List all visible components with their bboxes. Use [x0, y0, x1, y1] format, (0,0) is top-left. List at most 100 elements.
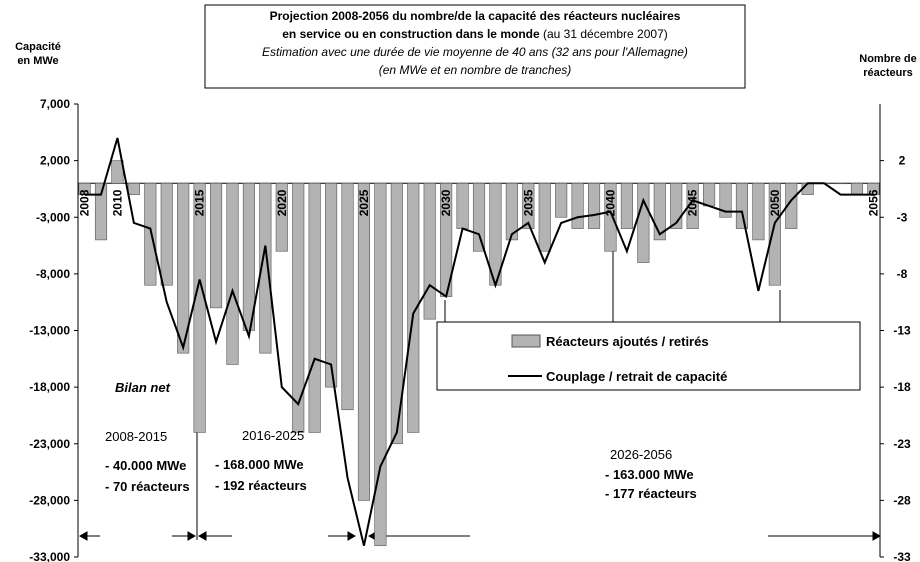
x-tick-label: 2050 [768, 189, 782, 216]
bar [275, 182, 288, 252]
y-tick-label: -28,000 [29, 493, 70, 507]
bar [357, 182, 371, 501]
y2-tick-label: -18 [893, 380, 911, 394]
x-tick-label: 2020 [275, 189, 289, 216]
y2-tick-label: -28 [893, 493, 911, 507]
bar [637, 182, 650, 263]
arrow-head [197, 531, 207, 541]
bar [834, 182, 847, 185]
bar [325, 182, 338, 388]
bar [127, 182, 140, 195]
y2-tick-label: -8 [897, 267, 908, 281]
y2-tick-label: -23 [893, 437, 911, 451]
bar [407, 182, 420, 433]
bar [472, 182, 486, 252]
bar [850, 182, 864, 195]
arrow-head [347, 531, 357, 541]
title: en service ou en construction dans le mo… [282, 27, 540, 41]
annotation: 2026-2056 [610, 447, 672, 462]
bar [686, 182, 699, 229]
x-tick-label: 2045 [686, 189, 700, 216]
annotation: Bilan net [115, 380, 171, 395]
bar [555, 182, 568, 218]
bar [785, 182, 798, 229]
bar [867, 182, 880, 195]
x-tick-label: 2035 [521, 189, 535, 216]
y2-tick-label: -13 [893, 324, 911, 338]
bar [160, 182, 173, 286]
bar [670, 182, 683, 229]
arrow-head [187, 531, 197, 541]
arrow-head [78, 531, 88, 541]
bar [505, 182, 518, 241]
legend-label: Réacteurs ajoutés / retirés [546, 334, 709, 349]
bar [308, 182, 321, 433]
annotation: - 192 réacteurs [215, 478, 307, 493]
y-axis-title: en MWe [17, 55, 58, 67]
y-tick-label: 7,000 [40, 97, 70, 111]
bar [801, 182, 814, 195]
y-tick-label: -13,000 [29, 324, 70, 338]
x-tick-label: 2056 [866, 189, 880, 216]
y-tick-label: -8,000 [36, 267, 70, 281]
annotation: 2016-2025 [242, 428, 304, 443]
annotation: 2008-2015 [105, 429, 167, 444]
bar [94, 182, 108, 241]
y2-tick-label: -3 [897, 210, 908, 224]
y-tick-label: -18,000 [29, 380, 70, 394]
bar [193, 182, 206, 433]
bar [735, 182, 749, 229]
x-tick-label: 2015 [193, 189, 207, 216]
bar [242, 182, 255, 331]
annotation: - 70 réacteurs [105, 479, 190, 494]
bar [719, 182, 732, 218]
bar [177, 182, 190, 354]
bar [768, 182, 781, 286]
bar [144, 182, 157, 286]
line [84, 137, 874, 546]
bar [341, 182, 354, 411]
y-tick-label: -3,000 [36, 210, 70, 224]
subtitle: Estimation avec une durée de vie moyenne… [262, 45, 688, 59]
y2-axis-title: réacteurs [863, 67, 913, 79]
legend-box [436, 321, 861, 391]
bar [604, 182, 617, 252]
bar [374, 182, 387, 546]
bar [538, 182, 551, 252]
bar [653, 182, 666, 241]
bar [571, 182, 584, 229]
title: Projection 2008-2056 du nombre/de la cap… [270, 9, 681, 23]
y-tick-label: 2,000 [40, 154, 70, 168]
bar [292, 182, 305, 433]
legend-label: Couplage / retrait de capacité [546, 369, 727, 384]
bar [620, 182, 633, 229]
bar [209, 182, 223, 309]
x-tick-label: 2008 [78, 189, 92, 216]
y-tick-label: -33,000 [29, 550, 70, 562]
x-tick-label: 2030 [439, 189, 453, 216]
annotation: - 40.000 MWe [105, 458, 186, 473]
y2-tick-label: -33 [893, 550, 911, 562]
title-box [204, 4, 746, 89]
x-tick-label: 2040 [603, 189, 617, 216]
bar [456, 182, 469, 229]
annotation: - 177 réacteurs [605, 486, 697, 501]
bar [226, 182, 239, 365]
annotation: - 163.000 MWe [605, 467, 694, 482]
x-tick-label: 2010 [110, 189, 124, 216]
bar [390, 182, 403, 445]
bar [703, 182, 716, 207]
bar [423, 182, 436, 320]
annotation: - 168.000 MWe [215, 457, 304, 472]
bar [587, 182, 601, 229]
y-tick-label: -23,000 [29, 437, 70, 451]
subtitle: (en MWe et en nombre de tranches) [379, 63, 572, 77]
bar [522, 182, 535, 229]
y2-axis-title: Nombre de [859, 53, 916, 65]
title: (au 31 décembre 2007) [543, 27, 668, 41]
title: en service ou en construction dans le mo… [282, 27, 668, 41]
x-tick-label: 2025 [357, 189, 371, 216]
bar [259, 182, 272, 354]
y-axis-title: Capacité [15, 41, 61, 53]
